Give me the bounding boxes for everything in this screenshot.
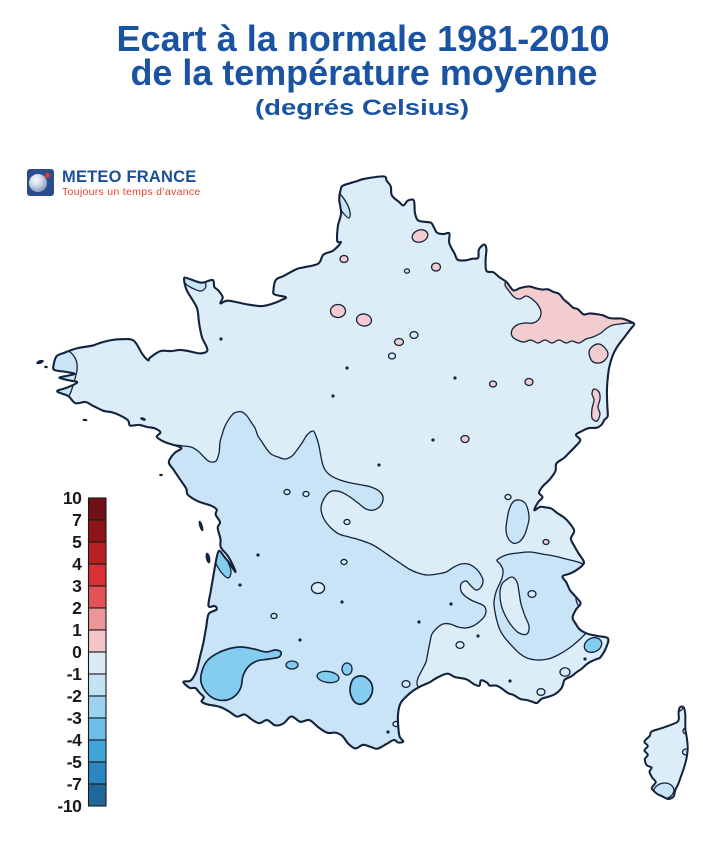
svg-text:7: 7: [72, 510, 81, 530]
svg-text:3: 3: [72, 576, 82, 596]
svg-text:2: 2: [72, 598, 82, 618]
svg-text:-7: -7: [67, 774, 82, 794]
svg-text:Ecart à la normale 1981-2010: Ecart à la normale 1981-2010: [117, 18, 610, 59]
svg-text:5: 5: [72, 532, 82, 552]
svg-text:10: 10: [63, 488, 82, 508]
svg-text:4: 4: [72, 554, 82, 574]
svg-text:-1: -1: [67, 664, 82, 684]
svg-text:-4: -4: [67, 730, 82, 750]
svg-text:-3: -3: [67, 708, 82, 728]
svg-text:0: 0: [72, 642, 82, 662]
svg-text:-10: -10: [57, 796, 82, 816]
svg-text:-2: -2: [67, 686, 82, 706]
svg-text:(degrés Celsius): (degrés Celsius): [255, 95, 469, 120]
svg-text:de la température moyenne: de la température moyenne: [131, 52, 598, 93]
svg-text:-5: -5: [67, 752, 82, 772]
svg-text:1: 1: [72, 620, 82, 640]
